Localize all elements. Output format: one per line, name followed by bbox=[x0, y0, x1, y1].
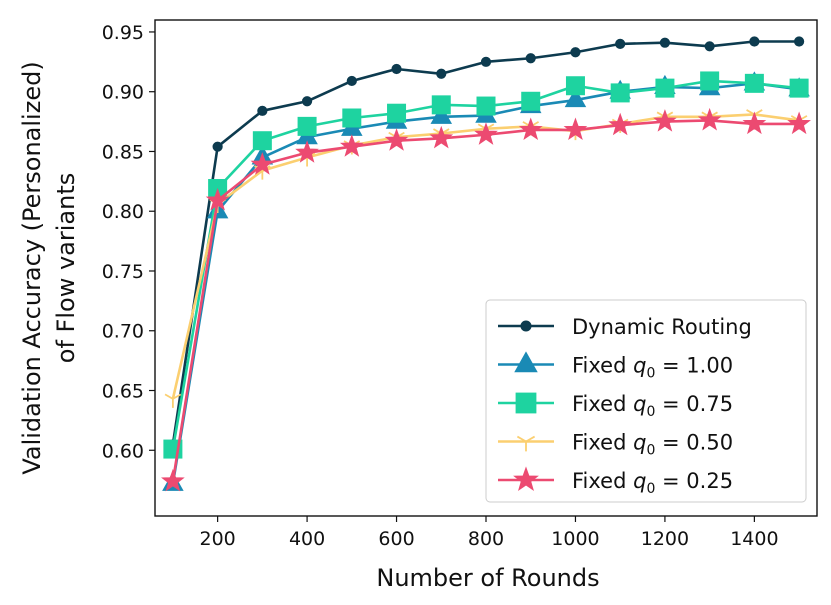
series-4 bbox=[161, 107, 811, 492]
y-tick-label: 0.60 bbox=[102, 440, 144, 462]
data-point bbox=[744, 73, 764, 93]
data-point bbox=[250, 152, 275, 175]
data-point bbox=[789, 78, 809, 98]
data-point bbox=[430, 104, 453, 124]
legend-marker bbox=[516, 435, 536, 452]
y-tick-label: 0.75 bbox=[102, 261, 144, 283]
y-tick-label: 0.80 bbox=[102, 201, 144, 223]
data-point bbox=[704, 41, 715, 52]
data-point bbox=[431, 95, 451, 115]
data-point bbox=[339, 134, 364, 157]
x-tick-label: 400 bbox=[289, 528, 325, 550]
data-point bbox=[794, 36, 805, 47]
x-tick-label: 1200 bbox=[641, 528, 689, 550]
data-point bbox=[436, 68, 447, 79]
data-point bbox=[608, 112, 633, 136]
legend-marker bbox=[515, 392, 537, 414]
data-point bbox=[476, 96, 496, 116]
legend-marker bbox=[520, 320, 532, 332]
data-point bbox=[563, 117, 588, 141]
data-point bbox=[429, 125, 454, 149]
data-point bbox=[564, 88, 587, 108]
data-point bbox=[301, 96, 313, 107]
data-point bbox=[257, 105, 268, 116]
y-axis-label-line-1: Validation Accuracy (Personalized) bbox=[18, 61, 46, 474]
data-point bbox=[387, 103, 407, 123]
legend-item: Dynamic Routing bbox=[498, 315, 752, 339]
legend-label: Fixed q0 = 0.75 bbox=[572, 392, 733, 420]
data-point bbox=[659, 37, 671, 48]
legend-label: Fixed q0 = 1.00 bbox=[572, 354, 733, 382]
data-point bbox=[697, 107, 722, 131]
x-tick-label: 600 bbox=[378, 528, 414, 550]
data-point bbox=[212, 141, 223, 152]
data-point bbox=[653, 109, 677, 132]
data-point bbox=[749, 36, 760, 47]
data-point bbox=[518, 117, 543, 141]
x-tick-label: 1000 bbox=[551, 528, 599, 550]
data-point bbox=[346, 75, 357, 87]
data-point bbox=[742, 111, 767, 135]
y-tick-label: 0.85 bbox=[102, 141, 144, 163]
data-point bbox=[297, 116, 317, 136]
x-tick-label: 200 bbox=[199, 528, 235, 550]
data-point bbox=[391, 63, 402, 75]
data-point bbox=[570, 47, 581, 58]
legend-label: Fixed q0 = 0.25 bbox=[572, 469, 733, 497]
data-point bbox=[295, 140, 319, 163]
data-point bbox=[655, 78, 675, 98]
legend-item: Fixed q0 = 0.50 bbox=[498, 431, 733, 459]
data-point bbox=[700, 71, 720, 91]
data-point bbox=[342, 108, 362, 128]
x-tick-label: 800 bbox=[468, 528, 504, 550]
y-tick-label: 0.70 bbox=[102, 321, 144, 343]
y-tick-label: 0.65 bbox=[102, 381, 144, 403]
data-point bbox=[164, 393, 182, 408]
legend-label: Fixed q0 = 0.50 bbox=[572, 431, 733, 459]
data-point bbox=[525, 53, 536, 64]
data-point bbox=[252, 131, 272, 151]
x-tick-label: 1400 bbox=[730, 528, 778, 550]
x-axis-label: Number of Rounds bbox=[376, 564, 599, 592]
data-point bbox=[480, 56, 492, 67]
y-axis-label-line-2: of Flow variants bbox=[52, 173, 80, 363]
data-point bbox=[205, 187, 230, 211]
legend-box bbox=[485, 299, 807, 503]
legend-item: Fixed q0 = 0.25 bbox=[498, 466, 733, 497]
legend-marker bbox=[513, 466, 539, 491]
data-point bbox=[474, 122, 498, 145]
legend-label: Dynamic Routing bbox=[572, 315, 752, 339]
data-point bbox=[521, 91, 541, 111]
legend: Dynamic Routing Fixed q0 = 1.00 Fixed q0 =… bbox=[485, 299, 807, 503]
data-point bbox=[787, 111, 811, 135]
data-point bbox=[161, 468, 185, 492]
y-tick-label: 0.95 bbox=[102, 22, 144, 44]
data-point bbox=[610, 83, 630, 103]
data-point bbox=[384, 128, 409, 151]
legend-marker bbox=[514, 351, 538, 373]
data-point bbox=[565, 76, 585, 96]
data-point bbox=[615, 38, 626, 50]
y-tick-label: 0.90 bbox=[102, 82, 144, 104]
legend-item: Fixed q0 = 1.00 bbox=[498, 351, 733, 382]
legend-item: Fixed q0 = 0.75 bbox=[498, 392, 733, 420]
